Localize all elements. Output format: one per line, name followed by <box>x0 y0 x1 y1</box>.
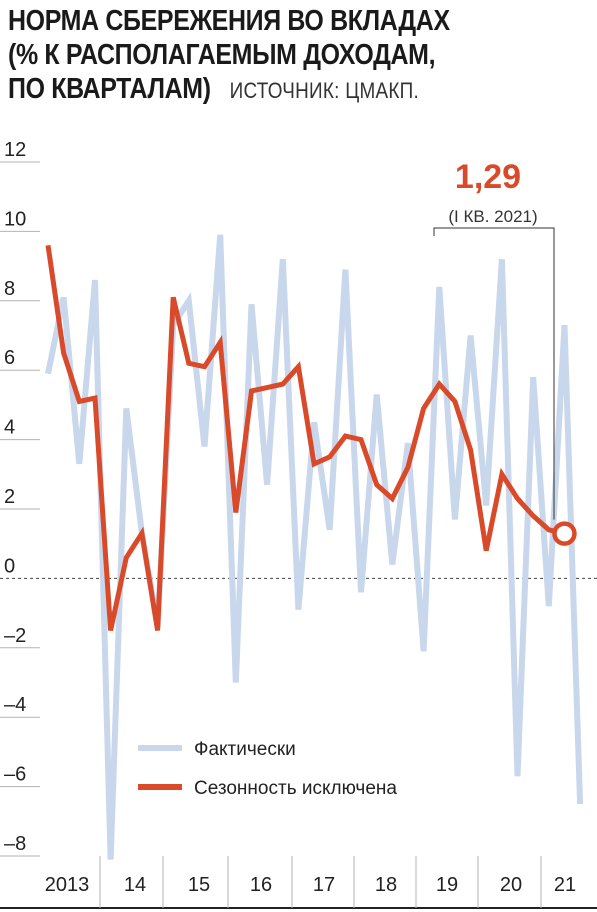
y-tick-label: –4 <box>4 694 26 716</box>
legend: Фактически Сезонность исключена <box>138 739 397 799</box>
source-note: ИСТОЧНИК: ЦМАКП. <box>229 78 420 103</box>
title-line-3-text: ПО КВАРТАЛАМ) <box>8 73 211 105</box>
legend-label-seasonal: Сезонность исключена <box>194 778 397 799</box>
series-lines <box>45 234 584 860</box>
x-tick-label: 14 <box>124 874 146 896</box>
x-tick-label: 16 <box>250 874 272 896</box>
y-tick-label: –6 <box>4 764 26 786</box>
y-tick-label: 2 <box>4 486 15 508</box>
title-line-3: ПО КВАРТАЛАМ) ИСТОЧНИК: ЦМАКП. <box>8 72 511 108</box>
x-tick-label: 21 <box>554 874 576 896</box>
y-tick-label: 12 <box>4 139 26 161</box>
title-line-2: (% К РАСПОЛАГАЕМЫМ ДОХОДАМ, <box>8 39 436 71</box>
x-tick-label: 15 <box>188 874 210 896</box>
x-tick-label: 19 <box>436 874 458 896</box>
last-point-marker <box>552 521 577 546</box>
y-tick-label: –8 <box>4 833 26 855</box>
title-line-1: НОРМА СБЕРЕЖЕНИЯ ВО ВКЛАДАХ <box>8 5 450 37</box>
y-tick-label: 6 <box>4 347 15 369</box>
legend-label-actual: Фактически <box>194 739 296 760</box>
series-line-seasonal <box>45 244 566 632</box>
chart-title: НОРМА СБЕРЕЖЕНИЯ ВО ВКЛАДАХ (% К РАСПОЛА… <box>8 4 511 108</box>
grid-lines <box>0 161 597 857</box>
y-axis-ticks: 12 10 8 6 4 2 0 –2 –4 –6 –8 <box>4 139 26 855</box>
y-tick-label: 10 <box>4 208 26 230</box>
callout-label: (I КВ. 2021) <box>448 207 537 226</box>
x-tick-label: 2013 <box>45 874 90 896</box>
y-tick-label: 0 <box>4 555 15 577</box>
x-tick-label: 17 <box>313 874 335 896</box>
callout: 1,29 (I КВ. 2021) <box>433 158 555 520</box>
y-tick-label: –2 <box>4 625 26 647</box>
y-tick-label: 8 <box>4 278 15 300</box>
y-tick-label: 4 <box>4 417 15 439</box>
x-tick-label: 20 <box>500 874 522 896</box>
callout-leader <box>433 227 555 520</box>
x-tick-label: 18 <box>375 874 397 896</box>
series-line-actual <box>45 234 584 860</box>
x-axis: 2013 14 15 16 17 18 19 20 21 <box>0 856 597 909</box>
callout-value: 1,29 <box>455 158 521 196</box>
